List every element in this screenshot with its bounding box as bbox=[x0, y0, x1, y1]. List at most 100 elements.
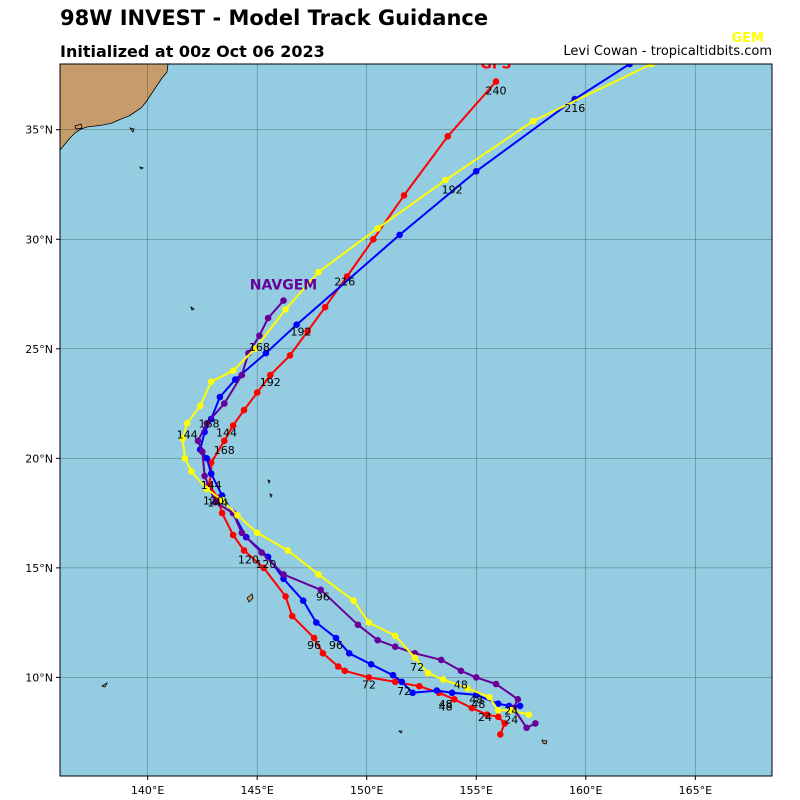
navgem-track-point bbox=[221, 400, 228, 407]
navgem-track-point bbox=[212, 498, 219, 506]
ecmwf-track-point bbox=[207, 470, 215, 478]
gfs-track-point bbox=[494, 713, 502, 721]
ecmwf-track-point bbox=[516, 702, 524, 710]
gem-track-point bbox=[315, 268, 322, 276]
y-tick-label: 25°N bbox=[25, 343, 53, 356]
navgem-track-point bbox=[203, 420, 211, 427]
gfs-track-point bbox=[260, 564, 268, 572]
gfs-track-point bbox=[334, 663, 342, 670]
gfs-track-point bbox=[468, 704, 476, 712]
ecmwf-hour-label: 168 bbox=[199, 418, 220, 431]
island bbox=[190, 306, 195, 311]
navgem-track-point bbox=[264, 314, 272, 322]
ecmwf-hour-label: 120 bbox=[255, 558, 276, 571]
gfs-hour-label: 120 bbox=[238, 554, 259, 567]
gem-track-point bbox=[218, 496, 226, 504]
gfs-track-point bbox=[365, 674, 373, 681]
gem-hour-label: 216 bbox=[334, 275, 355, 288]
ecmwf-hour-label: 24 bbox=[504, 713, 518, 726]
gem-track-point bbox=[424, 669, 432, 677]
ecmwf-hour-label: 72 bbox=[397, 685, 411, 698]
gem-track-point bbox=[179, 435, 186, 442]
gfs-track-point bbox=[282, 593, 289, 600]
gem-track-point bbox=[365, 619, 373, 626]
ecmwf-track-point bbox=[293, 321, 300, 329]
gfs-track-point bbox=[444, 133, 452, 140]
island bbox=[398, 730, 403, 734]
ecmwf-track-point bbox=[398, 678, 406, 686]
ecmwf-hour-label: 48 bbox=[439, 698, 453, 711]
gfs-track-point bbox=[229, 422, 237, 429]
gem-track-point bbox=[207, 378, 215, 386]
navgem-track bbox=[194, 297, 539, 732]
navgem-track-point bbox=[437, 656, 445, 664]
gfs-hour-label: 240 bbox=[486, 85, 507, 98]
navgem-track-point bbox=[238, 371, 246, 379]
page-title: 98W INVEST - Model Track Guidance bbox=[60, 6, 489, 30]
gfs-track-point bbox=[229, 531, 237, 539]
japan-landmass bbox=[60, 64, 169, 151]
island bbox=[129, 127, 135, 133]
gem-track-point bbox=[529, 117, 537, 125]
y-tick-label: 15°N bbox=[25, 562, 53, 575]
x-tick-label: 160°E bbox=[569, 784, 602, 797]
navgem-track-point bbox=[457, 667, 465, 675]
gem-track-point bbox=[253, 529, 261, 537]
navgem-track-point bbox=[280, 571, 287, 578]
gem-track-point bbox=[183, 420, 191, 427]
gem-legend-label: GEM bbox=[731, 31, 765, 46]
gem-track-point bbox=[196, 402, 204, 410]
island bbox=[269, 493, 273, 499]
gfs-track-point bbox=[501, 720, 509, 727]
lat-lon-grid bbox=[60, 64, 772, 776]
gem-track-point bbox=[525, 711, 533, 718]
ecmwf-track-point bbox=[409, 689, 417, 697]
model-tracks bbox=[179, 64, 655, 738]
gfs-track-point bbox=[492, 78, 500, 85]
ecmwf-track-point bbox=[299, 597, 307, 604]
navgem-track-point bbox=[374, 636, 382, 644]
navgem-track-point bbox=[201, 472, 208, 480]
gfs-track-point bbox=[253, 389, 261, 396]
init-time-subtitle: Initialized at 00z Oct 06 2023 bbox=[60, 42, 325, 61]
ecmwf-track-point bbox=[216, 393, 224, 401]
gem-track-point bbox=[486, 693, 493, 701]
island bbox=[74, 123, 83, 130]
gfs-track-point bbox=[391, 678, 399, 686]
ecmwf-track-point bbox=[332, 634, 340, 642]
y-tick-label: 10°N bbox=[25, 671, 53, 684]
gem-track-point bbox=[229, 367, 237, 375]
y-tick-label: 35°N bbox=[25, 124, 53, 137]
gem-track-point bbox=[188, 468, 195, 475]
ecmwf-track-point bbox=[345, 650, 353, 657]
ecmwf-track-point bbox=[313, 619, 320, 626]
gfs-track-point bbox=[304, 328, 311, 335]
gfs-track-point bbox=[267, 371, 274, 379]
gem-track-point bbox=[315, 571, 322, 578]
ecmwf-track-point bbox=[433, 687, 441, 694]
axis-ticks: 140°E 145°E 150°E 155°E 160°E 165°E 10°N 15°N 20… bbox=[25, 124, 712, 797]
navgem-track-point bbox=[532, 720, 539, 727]
gem-track-point bbox=[648, 64, 655, 68]
gem-track-point bbox=[391, 632, 399, 640]
gfs-hour-label: 72 bbox=[362, 678, 376, 691]
gfs-track-point bbox=[370, 236, 377, 243]
gfs-track-point bbox=[451, 696, 458, 703]
navgem-track-point bbox=[492, 680, 500, 688]
navgem-hour-label: 144 bbox=[216, 426, 237, 439]
navgem-track-point bbox=[391, 643, 399, 650]
island bbox=[246, 593, 254, 603]
navgem-track-point bbox=[523, 724, 530, 732]
gfs-hour-label: 24 bbox=[478, 711, 492, 724]
ecmwf-track-point bbox=[396, 231, 403, 239]
gem-hour-label: 192 bbox=[442, 183, 463, 196]
island bbox=[139, 166, 145, 170]
x-tick-label: 150°E bbox=[350, 784, 383, 797]
gfs-hour-label: 192 bbox=[260, 376, 281, 389]
navgem-track-line bbox=[197, 299, 536, 729]
gfs-track-point bbox=[400, 192, 408, 199]
gfs-model-label: GFS bbox=[480, 56, 511, 72]
navgem-model-label: NAVGEM bbox=[250, 278, 317, 294]
navgem-hour-label: 72 bbox=[410, 661, 424, 674]
